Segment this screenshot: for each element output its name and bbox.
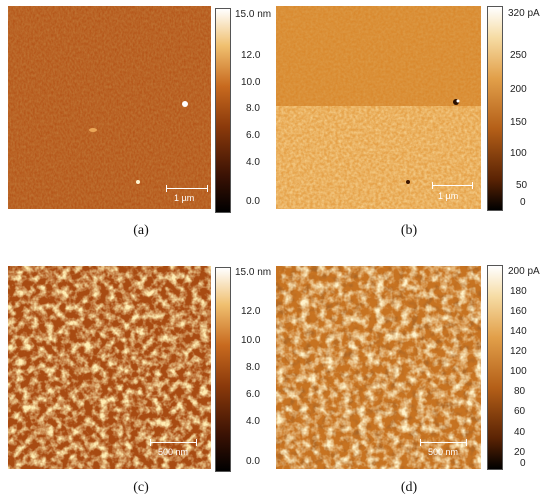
colorbar-tick-label: 40 [514, 427, 526, 438]
colorbar-tick-label: 12.0 [241, 306, 261, 317]
colorbar-d [487, 265, 503, 470]
colorbar-tick-label: 60 [514, 406, 526, 417]
colorbar-tick-label: 0 [520, 458, 526, 469]
colorbar-tick-label: 250 [510, 50, 527, 61]
colorbar-b [487, 6, 503, 211]
afm-height-image-c: 500 nm [8, 266, 211, 469]
colorbar-a [215, 8, 231, 213]
colorbar-tick-label: 200 [510, 84, 527, 95]
scale-bar [420, 439, 467, 446]
colorbar-tick-label: 10.0 [241, 77, 261, 88]
colorbar-tick-label: 0 [520, 197, 526, 208]
colorbar-tick-label: 0.0 [246, 196, 260, 207]
colorbar-tick-label: 6.0 [246, 389, 260, 400]
colorbar-tick-label: 8.0 [246, 103, 260, 114]
scale-bar [432, 182, 473, 189]
colorbar-tick-label: 4.0 [246, 416, 260, 427]
scale-bar-label: 1 µm [438, 191, 459, 201]
colorbar-tick-label: 6.0 [246, 130, 260, 141]
panel-caption: (a) [133, 223, 149, 238]
afm-current-image-b: 1 µm [276, 6, 481, 209]
colorbar-tick-label: 160 [510, 306, 527, 317]
panel-caption: (d) [400, 480, 418, 495]
colorbar-tick-label: 120 [510, 346, 527, 357]
colorbar-tick-label: 100 [510, 366, 527, 377]
colorbar-max-label: 320 pA [508, 8, 540, 19]
colorbar-max-label: 200 pA [508, 266, 540, 277]
surface-particle [136, 180, 140, 184]
colorbar-max-label: 15.0 nm [235, 267, 272, 278]
surface-particle [406, 180, 410, 184]
colorbar-tick-label: 20 [514, 447, 526, 458]
colorbar-tick-label: 150 [510, 117, 527, 128]
scale-bar-label: 1 µm [174, 193, 195, 203]
panel-caption: (b) [400, 223, 418, 238]
panel-caption: (c) [133, 480, 149, 495]
colorbar-tick-label: 80 [514, 386, 526, 397]
colorbar-tick-label: 0.0 [246, 456, 260, 467]
scale-bar-label: 500 nm [428, 447, 459, 457]
surface-particle [182, 101, 188, 107]
surface-particle [456, 99, 460, 103]
colorbar-tick-label: 140 [510, 326, 527, 337]
colorbar-c [215, 267, 231, 472]
colorbar-tick-label: 4.0 [246, 157, 260, 168]
scale-bar [166, 185, 208, 192]
surface-feature [89, 128, 97, 132]
colorbar-tick-label: 8.0 [246, 362, 260, 373]
scale-bar-label: 500 nm [158, 447, 189, 457]
colorbar-tick-label: 10.0 [241, 335, 261, 346]
colorbar-max-label: 15.0 nm [235, 9, 272, 20]
colorbar-tick-label: 180 [510, 286, 527, 297]
colorbar-tick-label: 12.0 [241, 50, 261, 61]
afm-current-image-d: 500 nm [276, 266, 481, 469]
colorbar-tick-label: 50 [516, 180, 528, 191]
colorbar-tick-label: 100 [510, 148, 527, 159]
afm-height-image-a: 1 µm [8, 6, 211, 209]
scale-bar [150, 439, 197, 446]
